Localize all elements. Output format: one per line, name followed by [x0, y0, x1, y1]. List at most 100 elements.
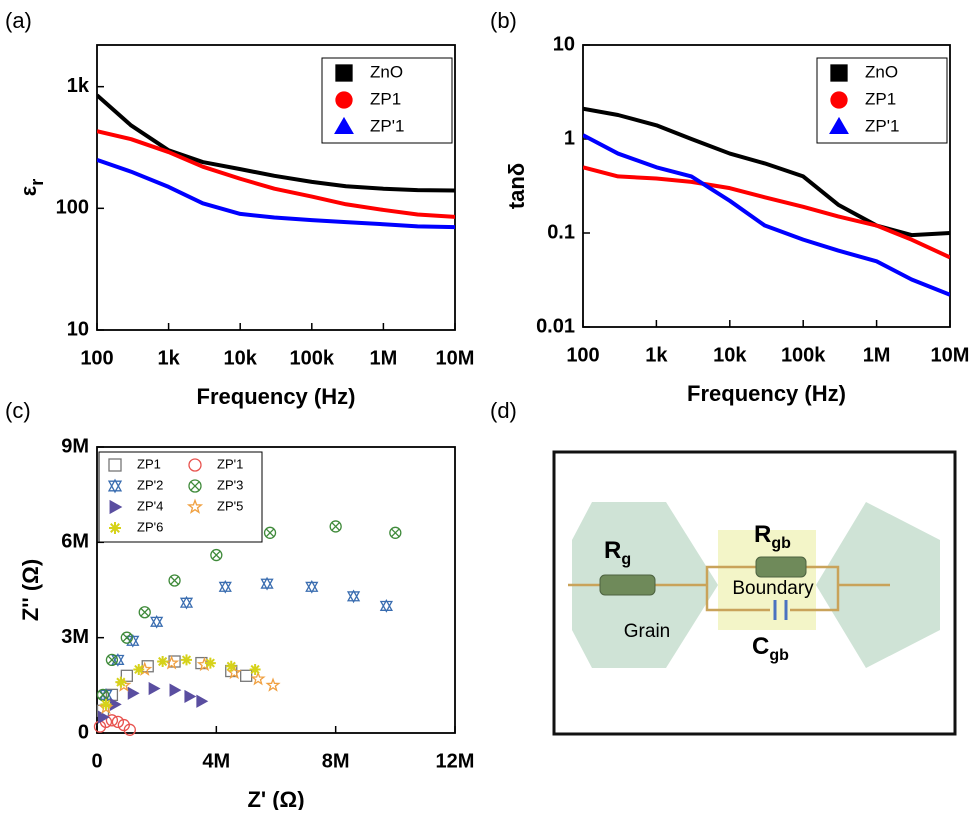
marker	[164, 655, 180, 670]
label: Grain	[624, 621, 670, 642]
legend-label: ZP'5	[217, 498, 243, 513]
marker	[123, 723, 136, 736]
marker	[335, 91, 353, 109]
marker	[250, 671, 266, 686]
series-line	[97, 129, 455, 219]
panel-label: (d)	[490, 398, 517, 423]
marker	[168, 574, 181, 587]
marker	[120, 631, 133, 644]
x-tick-label: 10M	[436, 347, 475, 369]
frame	[552, 450, 957, 736]
marker	[181, 654, 192, 666]
marker	[111, 715, 125, 729]
marker	[829, 116, 849, 135]
label-sub: gb	[769, 647, 789, 664]
y-axis-title-main: ε	[16, 185, 41, 196]
plot-frame	[96, 446, 456, 734]
marker	[346, 589, 361, 604]
x-axis-title: Frequency (Hz)	[197, 384, 356, 409]
legend-label: ZnO	[865, 62, 898, 81]
marker	[133, 663, 145, 675]
marker	[218, 579, 232, 594]
legend-label: ZP'1	[217, 456, 243, 471]
y-tick-label: 100	[56, 197, 89, 219]
legend-label: ZP'6	[137, 519, 163, 534]
label-sub: g	[621, 551, 631, 568]
y-tick-label: 0.01	[536, 315, 575, 337]
marker	[830, 64, 848, 82]
legend-label: ZP'4	[137, 498, 163, 513]
marker	[379, 599, 393, 613]
y-tick-label: 9M	[61, 435, 89, 457]
marker	[108, 458, 122, 472]
x-tick-label: 1M	[863, 344, 891, 366]
x-tick-label: 100k	[781, 344, 826, 366]
marker	[188, 479, 202, 493]
marker	[127, 686, 140, 700]
marker	[96, 688, 110, 701]
marker	[265, 677, 281, 692]
diagram: (d) Rg Grain Boundary Rgb Cgb	[490, 398, 957, 736]
label-sub: gb	[771, 535, 791, 552]
marker	[263, 526, 277, 539]
marker	[105, 714, 119, 727]
series-line	[583, 165, 950, 260]
marker	[109, 522, 121, 534]
y-axis-title: Z'' (Ω)	[18, 559, 43, 621]
marker	[225, 660, 237, 672]
x-tick-label: 12M	[436, 750, 475, 772]
label: Boundary	[732, 578, 814, 599]
marker	[830, 91, 848, 109]
plot-frame	[582, 44, 951, 328]
x-axis-title: Frequency (Hz)	[687, 381, 846, 406]
legend-label: ZP'3	[217, 477, 243, 492]
marker	[226, 664, 242, 680]
x-tick-label: 4M	[202, 750, 230, 772]
x-tick-label: 100	[80, 347, 113, 369]
marker	[389, 526, 402, 539]
marker	[184, 689, 197, 704]
chart: (a) 100 1k 10k 100k 1M 10M 10 100 1k Frequency (Hz…	[5, 8, 474, 409]
y-tick-label: 10	[67, 318, 89, 340]
resistor	[599, 574, 656, 596]
legend-box	[98, 451, 263, 543]
marker	[97, 710, 110, 724]
legend-label: ZP1	[865, 89, 896, 108]
x-tick-label: 100k	[290, 347, 335, 369]
marker	[107, 478, 123, 494]
plot-frame	[96, 44, 456, 331]
marker	[334, 116, 354, 135]
marker	[105, 653, 119, 666]
x-tick-label: 8M	[322, 750, 350, 772]
y-tick-label: 10	[553, 33, 575, 55]
legend-label: ZnO	[370, 62, 403, 81]
x-tick-label: 10k	[713, 344, 747, 366]
x-tick-label: 1M	[370, 347, 398, 369]
marker	[98, 699, 114, 715]
x-tick-label: 100	[566, 344, 599, 366]
marker	[150, 614, 164, 629]
x-axis-title: Z' (Ω)	[247, 787, 304, 810]
marker	[109, 499, 123, 515]
y-tick-label: 1	[564, 127, 575, 149]
legend-label: ZP1	[137, 456, 161, 471]
label-main: R	[754, 521, 771, 548]
label: Rg	[604, 537, 631, 568]
marker	[179, 595, 194, 610]
marker	[204, 657, 216, 669]
panel-label: (c)	[5, 398, 31, 423]
marker	[329, 520, 342, 533]
panel-label: (b)	[490, 8, 517, 33]
marker	[305, 579, 319, 594]
y-tick-label: 0.1	[547, 221, 575, 243]
marker	[240, 669, 253, 682]
y-axis-title: tanδ	[504, 163, 529, 209]
marker	[111, 653, 125, 667]
label: Cgb	[752, 633, 789, 664]
label-main: C	[752, 633, 769, 660]
marker	[138, 606, 151, 619]
marker	[120, 669, 133, 682]
boundary-zone	[718, 530, 816, 630]
label: Rgb	[754, 521, 791, 552]
